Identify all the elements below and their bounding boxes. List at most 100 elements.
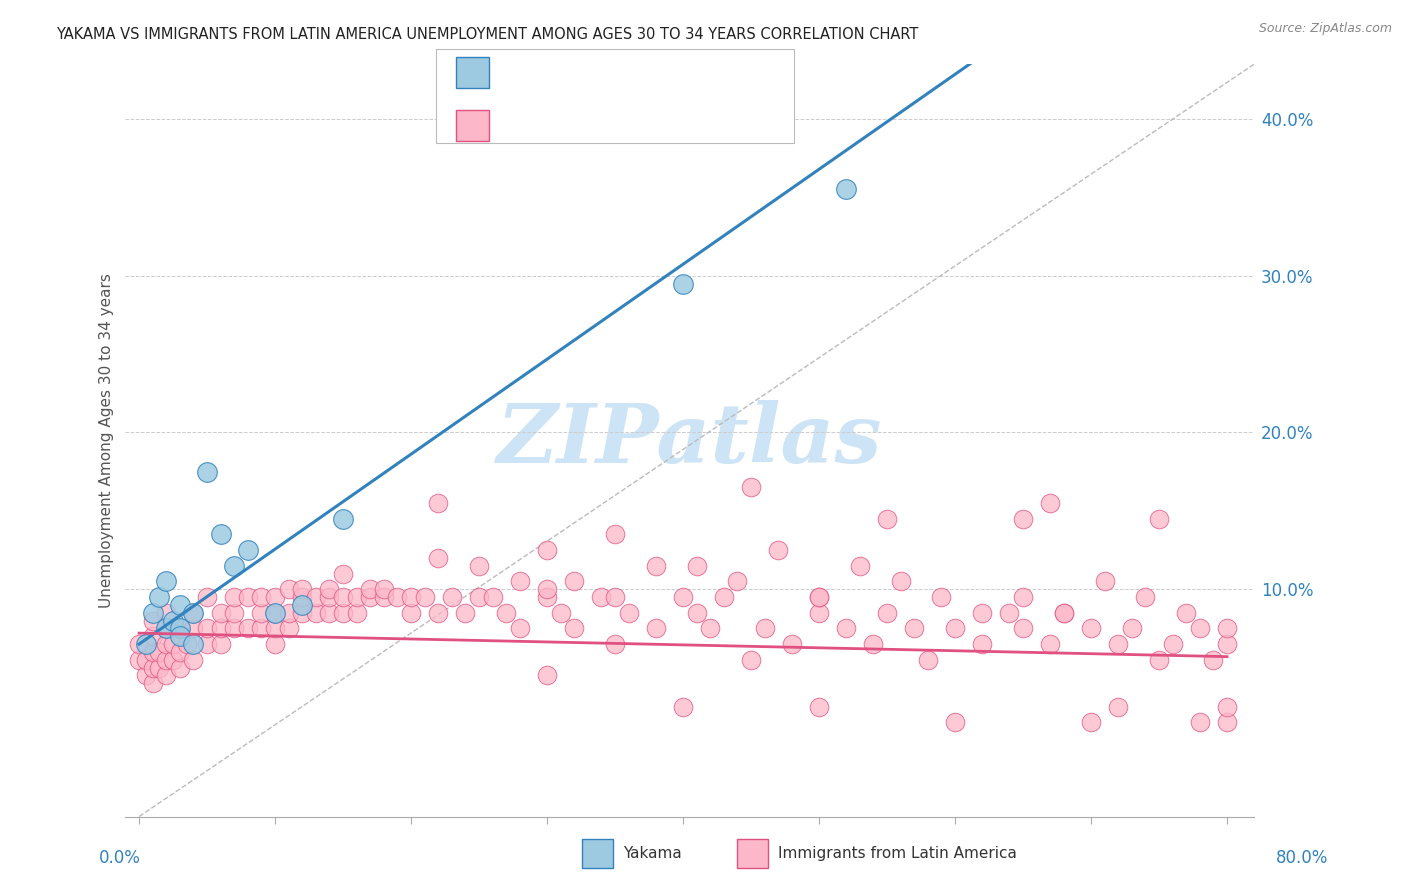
Point	[236, 622, 259, 636]
Point	[876, 606, 898, 620]
Point	[1188, 715, 1211, 730]
Point	[277, 606, 299, 620]
Point	[754, 622, 776, 636]
Point	[305, 590, 328, 604]
Point	[318, 606, 340, 620]
Point	[427, 550, 450, 565]
Point	[685, 606, 707, 620]
Point	[169, 645, 191, 659]
Point	[142, 606, 165, 620]
Point	[603, 527, 626, 541]
Point	[128, 653, 150, 667]
Point	[148, 590, 170, 604]
Point	[264, 606, 287, 620]
Point	[536, 543, 558, 558]
Point	[725, 574, 748, 589]
Point	[264, 590, 287, 604]
Point	[808, 699, 831, 714]
Text: 0.0%: 0.0%	[98, 849, 141, 867]
Point	[183, 653, 205, 667]
Point	[550, 606, 572, 620]
Point	[387, 590, 409, 604]
Point	[835, 622, 858, 636]
Point	[903, 622, 925, 636]
Point	[849, 558, 872, 573]
Point	[142, 676, 165, 690]
Point	[176, 637, 198, 651]
Point	[1053, 606, 1076, 620]
Text: R =: R =	[496, 67, 533, 85]
Text: 20: 20	[655, 67, 678, 85]
Point	[195, 637, 218, 651]
Point	[672, 277, 695, 291]
Point	[1135, 590, 1157, 604]
Point	[998, 606, 1021, 620]
Y-axis label: Unemployment Among Ages 30 to 34 years: Unemployment Among Ages 30 to 34 years	[100, 273, 114, 607]
Point	[250, 622, 273, 636]
Point	[373, 582, 395, 597]
Point	[291, 606, 314, 620]
Point	[135, 637, 157, 651]
Point	[142, 645, 165, 659]
Point	[264, 606, 287, 620]
Point	[236, 543, 259, 558]
Point	[183, 606, 205, 620]
Point	[332, 566, 354, 581]
Text: Yakama: Yakama	[623, 847, 682, 861]
Point	[740, 653, 762, 667]
Point	[250, 606, 273, 620]
Point	[943, 715, 966, 730]
Point	[162, 653, 184, 667]
Point	[495, 606, 517, 620]
Point	[224, 622, 246, 636]
Point	[135, 653, 157, 667]
Text: YAKAMA VS IMMIGRANTS FROM LATIN AMERICA UNEMPLOYMENT AMONG AGES 30 TO 34 YEARS C: YAKAMA VS IMMIGRANTS FROM LATIN AMERICA …	[56, 27, 918, 42]
Text: -0.186: -0.186	[536, 115, 595, 133]
Point	[236, 590, 259, 604]
Point	[1080, 622, 1102, 636]
Point	[264, 637, 287, 651]
Point	[1188, 622, 1211, 636]
Point	[699, 622, 721, 636]
Point	[468, 558, 491, 573]
Point	[1107, 637, 1129, 651]
Point	[1121, 622, 1143, 636]
Point	[1161, 637, 1184, 651]
Point	[399, 590, 422, 604]
Point	[972, 637, 994, 651]
Point	[943, 622, 966, 636]
Text: 80.0%: 80.0%	[1277, 849, 1329, 867]
Point	[359, 590, 381, 604]
Point	[917, 653, 939, 667]
Point	[713, 590, 735, 604]
Point	[1216, 699, 1239, 714]
Point	[780, 637, 803, 651]
Point	[209, 622, 232, 636]
Text: Source: ZipAtlas.com: Source: ZipAtlas.com	[1258, 22, 1392, 36]
Point	[835, 182, 858, 196]
Point	[318, 590, 340, 604]
Point	[277, 622, 299, 636]
Point	[1147, 511, 1170, 525]
Point	[142, 629, 165, 643]
Point	[169, 629, 191, 643]
Point	[876, 511, 898, 525]
Point	[169, 622, 191, 636]
Point	[359, 582, 381, 597]
Point	[250, 590, 273, 604]
Point	[536, 590, 558, 604]
Point	[195, 622, 218, 636]
Point	[808, 606, 831, 620]
Point	[1175, 606, 1198, 620]
Point	[224, 590, 246, 604]
Point	[808, 590, 831, 604]
Point	[135, 668, 157, 682]
Point	[1012, 622, 1035, 636]
Point	[454, 606, 477, 620]
Point	[155, 668, 177, 682]
Text: N =: N =	[616, 115, 652, 133]
Point	[468, 590, 491, 604]
Point	[332, 590, 354, 604]
Point	[413, 590, 436, 604]
Point	[1012, 511, 1035, 525]
